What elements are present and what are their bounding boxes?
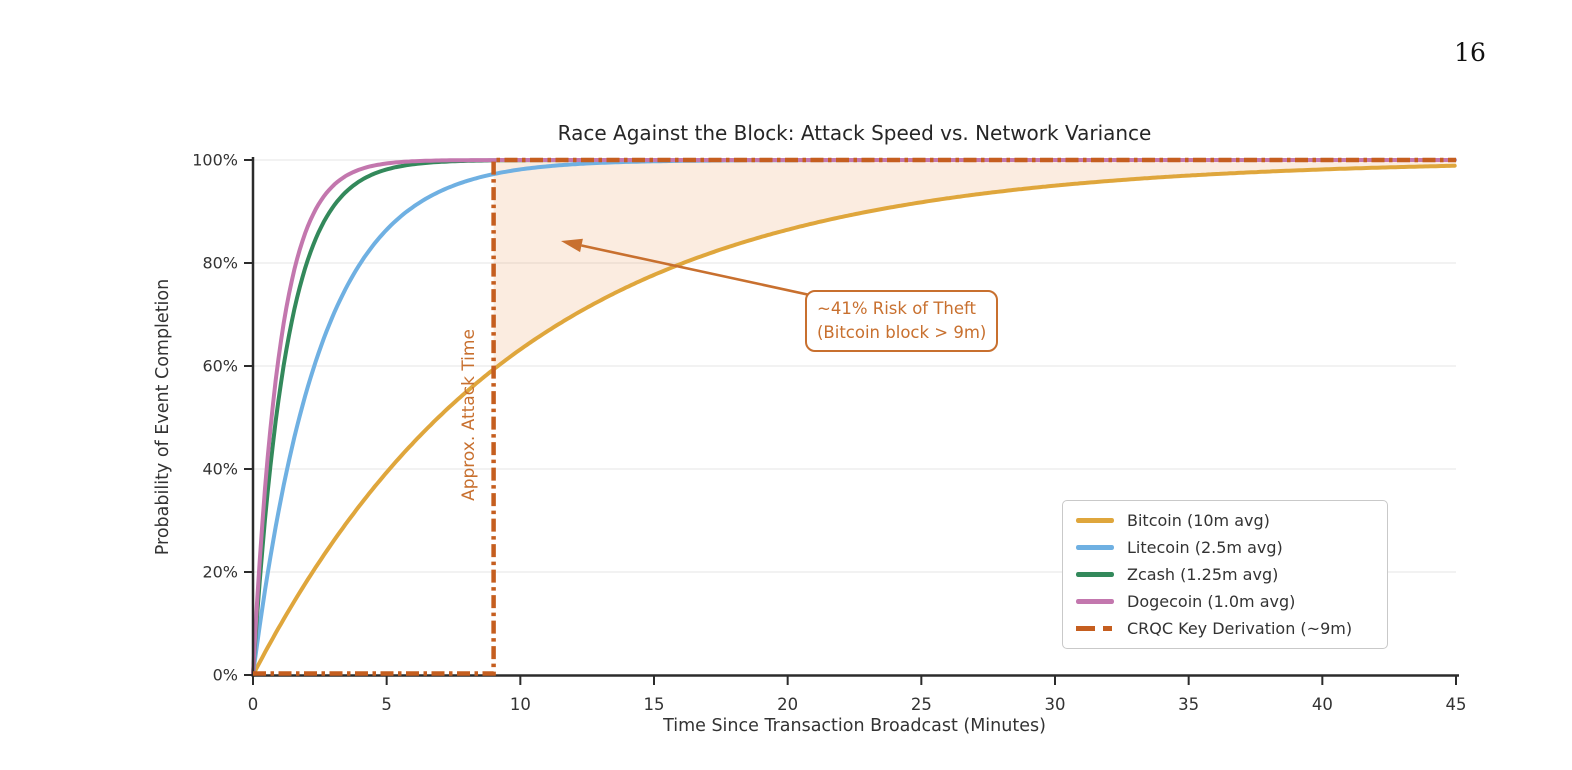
legend-label-bitcoin: Bitcoin (10m avg): [1127, 511, 1270, 530]
risk-annotation-line2: (Bitcoin block > 9m): [817, 323, 987, 342]
x-tick-label: 25: [911, 695, 932, 714]
legend-item-dogecoin: Dogecoin (1.0m avg): [1076, 588, 1379, 615]
legend-label-litecoin: Litecoin (2.5m avg): [1127, 538, 1283, 557]
x-tick-label: 30: [1045, 695, 1066, 714]
y-axis-label: Probability of Event Completion: [153, 278, 173, 556]
x-tick-label: 10: [510, 695, 531, 714]
attack-time-vertical-label: Approx. Attack Time: [459, 329, 479, 501]
y-tick-label: 20%: [202, 563, 238, 582]
y-tick-label: 60%: [202, 357, 238, 376]
legend-line-sample-bitcoin: [1076, 518, 1114, 523]
legend-item-crqc: CRQC Key Derivation (~9m): [1076, 615, 1379, 642]
x-tick-label: 5: [381, 695, 392, 714]
legend-line-sample-crqc: [1076, 626, 1114, 631]
x-tick-label: 0: [248, 695, 259, 714]
legend: Bitcoin (10m avg) Litecoin (2.5m avg) Zcas…: [1062, 500, 1388, 649]
legend-label-dogecoin: Dogecoin (1.0m avg): [1127, 592, 1296, 611]
chart-title: Race Against the Block: Attack Speed vs.…: [557, 121, 1152, 145]
y-tick-label: 40%: [202, 460, 238, 479]
axes: 0% 20% 40% 60% 80% 100% 0 5 10 15 20 25 30 35 40 45: [192, 151, 1466, 715]
legend-line-sample-zcash: [1076, 572, 1114, 577]
legend-item-bitcoin: Bitcoin (10m avg): [1076, 507, 1379, 534]
page-number: 16: [1454, 38, 1486, 67]
x-tick-label: 40: [1312, 695, 1333, 714]
risk-shaded-region: [493, 160, 1457, 370]
x-tick-label: 20: [777, 695, 798, 714]
x-tick-label: 35: [1178, 695, 1199, 714]
risk-annotation-box: ~41% Risk of Theft (Bitcoin block > 9m): [805, 290, 999, 352]
curve-bitcoin: [251, 163, 1457, 677]
legend-label-crqc: CRQC Key Derivation (~9m): [1127, 619, 1353, 638]
risk-annotation-arrow: [561, 238, 820, 299]
legend-line-sample-dogecoin: [1076, 599, 1114, 604]
x-tick-label: 45: [1446, 695, 1467, 714]
legend-item-zcash: Zcash (1.25m avg): [1076, 561, 1379, 588]
y-tick-label: 100%: [192, 151, 238, 170]
legend-line-sample-litecoin: [1076, 545, 1114, 550]
x-axis-label: Time Since Transaction Broadcast (Minute…: [663, 716, 1046, 736]
crqc-threshold-line: [253, 157, 1456, 676]
x-tick-label: 15: [644, 695, 665, 714]
y-tick-label: 0%: [213, 666, 238, 685]
risk-annotation-line1: ~41% Risk of Theft: [817, 299, 977, 318]
legend-item-litecoin: Litecoin (2.5m avg): [1076, 534, 1379, 561]
legend-label-zcash: Zcash (1.25m avg): [1127, 565, 1279, 584]
y-tick-label: 80%: [202, 254, 238, 273]
